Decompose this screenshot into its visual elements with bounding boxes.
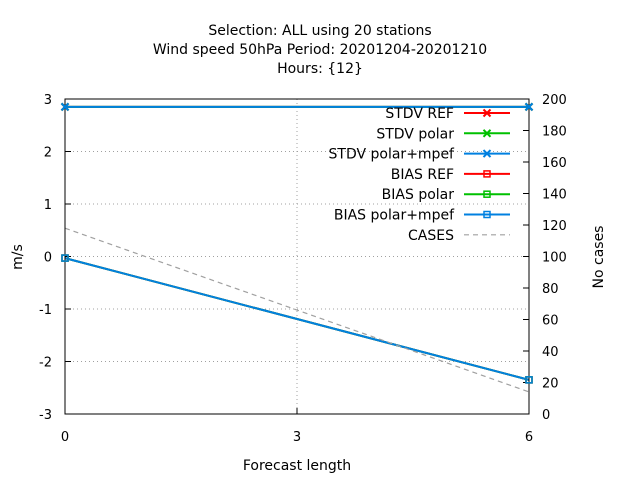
series-line-5: [64, 257, 530, 381]
y2-tick-label: 120: [542, 219, 567, 234]
series-line-6: [64, 227, 530, 393]
y2-tick-label: 40: [542, 345, 559, 360]
series-point-5: [525, 376, 533, 384]
legend-label: BIAS polar: [382, 187, 455, 203]
legend-label: CASES: [408, 228, 454, 244]
legend-marker: [482, 149, 492, 158]
x-tick-label: 0: [61, 430, 69, 445]
marker-stroke: [482, 108, 492, 118]
y2-tick-label: 60: [542, 314, 559, 329]
y-axis-label: m/s: [10, 244, 26, 270]
series-point-2: [524, 102, 534, 112]
legend-label: BIAS polar+mpef: [334, 208, 455, 224]
y-tick-label: -2: [39, 356, 52, 371]
y2-tick-label: 0: [542, 408, 550, 423]
y-tick-label: -1: [39, 303, 52, 318]
marker-stroke: [524, 102, 534, 112]
x-axis-label: Forecast length: [243, 458, 351, 474]
y2-tick-label: 200: [542, 93, 567, 108]
chart-title-line: Selection: ALL using 20 stations: [208, 23, 431, 39]
y2-axis-label: No cases: [591, 226, 607, 289]
y-tick-label: 3: [44, 93, 52, 108]
y2-tick-label: 160: [542, 156, 567, 171]
y2-tick-label: 20: [542, 377, 559, 392]
legend-label: STDV REF: [385, 106, 454, 122]
marker-stroke: [60, 102, 70, 112]
legend-marker: [482, 108, 492, 118]
legend: STDV REF STDV polar STDV polar+mpef BIAS RE…: [329, 106, 510, 244]
chart-title-line: Hours: {12}: [277, 61, 363, 77]
y-tick-label: -3: [39, 408, 52, 423]
y-tick-label: 0: [44, 251, 52, 266]
grid: [65, 99, 529, 414]
y2-tick-label: 80: [542, 282, 559, 297]
legend-marker: [482, 129, 492, 138]
y2-tick-label: 100: [542, 251, 567, 266]
x-tick-label: 3: [293, 430, 301, 445]
legend-label: STDV polar: [376, 126, 454, 142]
ticks: -3 -2 -1 0 1 2 3 0 20 40 60 80 100 120 140 160 180 200 0 3 6: [39, 93, 567, 445]
series-markers: [60, 102, 534, 384]
chart-title-line: Wind speed 50hPa Period: 20201204-202012…: [153, 42, 487, 58]
series-lines: [64, 105, 530, 393]
series-point-2: [60, 102, 70, 112]
legend-marker: [483, 210, 491, 219]
y2-tick-label: 140: [542, 188, 567, 203]
legend-label: BIAS REF: [391, 167, 454, 183]
legend-marker: [483, 170, 491, 178]
y-tick-label: 2: [44, 146, 52, 161]
y2-tick-label: 180: [542, 125, 567, 140]
legend-marker: [483, 190, 491, 198]
y-tick-label: 1: [44, 198, 52, 213]
legend-label: STDV polar+mpef: [329, 147, 456, 163]
chart-titles: Selection: ALL using 20 stations Wind spe…: [153, 23, 487, 77]
series-point-5: [61, 254, 69, 262]
x-tick-label: 6: [525, 430, 533, 445]
marker-stroke: [482, 149, 492, 158]
marker-stroke: [482, 129, 492, 138]
